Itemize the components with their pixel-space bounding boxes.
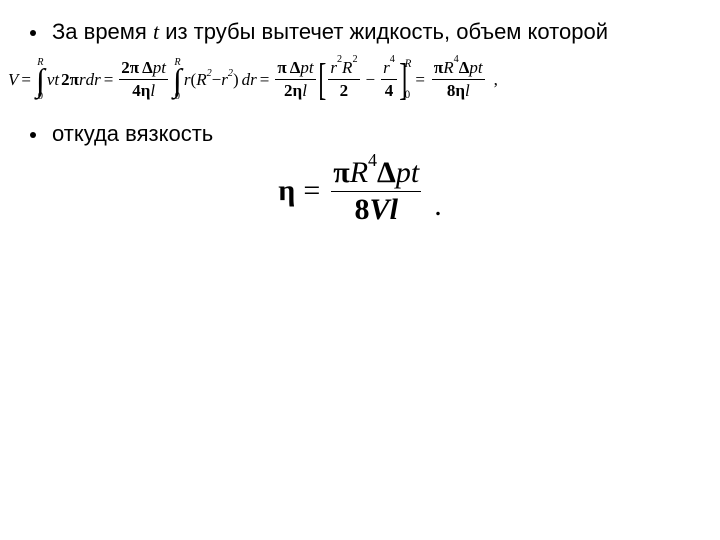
bullet-1-text: За время t из трубы вытечет жидкость, об… bbox=[52, 18, 690, 46]
equation-volume-math: V = R ∫ 0 vt 2πrdr = 2π Δpt 4ηl bbox=[8, 58, 498, 103]
eq1-eq-4: = bbox=[415, 70, 425, 90]
eq1-int-1: R ∫ 0 bbox=[36, 58, 45, 103]
eq1-frac1-den: 4ηl bbox=[130, 81, 157, 101]
eq1-vvar: v bbox=[47, 70, 55, 90]
equation-viscosity: η = πR4Δpt 8Vl . bbox=[30, 156, 690, 227]
bullet-dot-icon bbox=[30, 30, 36, 36]
bullet-1: За время t из трубы вытечет жидкость, об… bbox=[30, 18, 690, 46]
eq1-2pi-1: 2π bbox=[61, 70, 79, 90]
bullet-1-post: из трубы вытечет жидкость, объем которой bbox=[159, 19, 608, 44]
bullet-2-text: откуда вязкость bbox=[52, 120, 690, 148]
eq2-eta: η bbox=[278, 174, 295, 208]
eq2-num: πR4Δpt bbox=[331, 156, 421, 190]
left-bracket-icon: [ bbox=[318, 62, 326, 97]
bullet-1-pre: За время bbox=[52, 19, 153, 44]
eq1-frac3-num: πR4Δpt bbox=[432, 58, 485, 78]
eq1-int-2: R ∫ 0 bbox=[173, 58, 182, 103]
eq1-dr-1: dr bbox=[86, 70, 101, 90]
eq2-frac: πR4Δpt 8Vl bbox=[331, 156, 421, 227]
bullet-dot-icon-2 bbox=[30, 132, 36, 138]
eq2-den: 8Vl bbox=[353, 193, 400, 227]
eq1-Rsq: R2 bbox=[196, 70, 211, 90]
eq2-eq: = bbox=[303, 174, 320, 208]
equation-volume: V = R ∫ 0 vt 2πrdr = 2π Δpt 4ηl bbox=[8, 58, 668, 103]
eq1-r-1: r bbox=[79, 70, 86, 90]
slide: За время t из трубы вытечет жидкость, об… bbox=[0, 0, 720, 540]
eq1-int2-lower: 0 bbox=[175, 92, 180, 102]
eq2-period: . bbox=[434, 189, 442, 223]
eq1-eq-2: = bbox=[104, 70, 114, 90]
eq1-int1-lower: 0 bbox=[38, 92, 43, 102]
eq1-eq-1: = bbox=[21, 70, 31, 90]
eq1-bracket-content: r2R2 2 − r4 4 bbox=[325, 58, 400, 101]
eq1-frac-2: π Δpt 2ηl bbox=[275, 58, 315, 101]
eq1-frac-r2R2: r2R2 2 bbox=[328, 58, 359, 101]
eq1-r-2: r bbox=[184, 70, 191, 90]
equation-viscosity-math: η = πR4Δpt 8Vl . bbox=[278, 156, 441, 227]
eq1-frac2-num: π Δpt bbox=[275, 58, 315, 78]
eq1-frac1-num: 2π Δpt bbox=[119, 58, 168, 78]
eq1-frac3-den: 8ηl bbox=[445, 81, 472, 101]
eq1-frac2-den: 2ηl bbox=[282, 81, 309, 101]
eq1-frac-r4: r4 4 bbox=[381, 58, 397, 101]
eq1-dr-2: dr bbox=[242, 70, 257, 90]
integral-icon: ∫ bbox=[36, 68, 45, 92]
integral-icon-2: ∫ bbox=[173, 68, 182, 92]
eq1-bracket: [ r2R2 2 − r4 4 ] R bbox=[319, 58, 412, 101]
eq1-minus-2: − bbox=[366, 70, 376, 90]
eq1-eq-3: = bbox=[260, 70, 270, 90]
bullet-2: откуда вязкость bbox=[30, 120, 690, 148]
eq1-rsq: r2 bbox=[221, 70, 233, 90]
eq1-V: V bbox=[8, 70, 18, 90]
eq1-minus-1: − bbox=[212, 70, 222, 90]
eq1-frac-3: πR4Δpt 8ηl bbox=[432, 58, 485, 101]
eq1-comma: , bbox=[494, 70, 498, 90]
right-bracket-icon: ] bbox=[399, 62, 407, 97]
eq1-tvar-1: t bbox=[54, 70, 59, 90]
eq1-rparen: ) bbox=[233, 70, 239, 90]
eq1-frac-1: 2π Δpt 4ηl bbox=[119, 58, 168, 101]
